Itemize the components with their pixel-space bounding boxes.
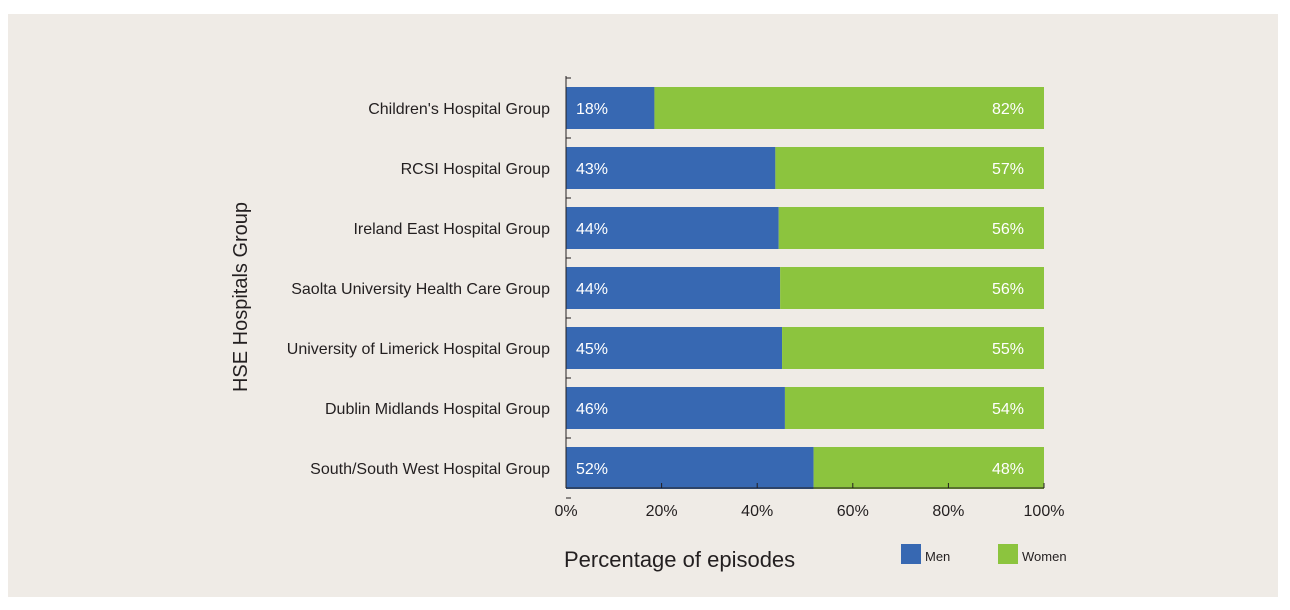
bar-value-label: 44%: [576, 221, 608, 238]
bar-value-label: 48%: [992, 461, 1024, 478]
axes: [565, 76, 1045, 499]
bar-value-label: 57%: [992, 161, 1024, 178]
category-label: Saolta University Health Care Group: [291, 281, 550, 298]
bar-women-segment: [778, 207, 1044, 249]
category-label: University of Limerick Hospital Group: [287, 341, 550, 358]
bar-men-segment: [566, 267, 781, 309]
bar-women-segment: [784, 387, 1044, 429]
bar-value-label: 44%: [576, 281, 608, 298]
category-labels: Children's Hospital Group RCSI Hospital G…: [287, 101, 550, 478]
bar-men-segment: [566, 87, 655, 129]
bar-value-label: 55%: [992, 341, 1024, 358]
legend: Men Women: [901, 544, 1067, 564]
bar-men-segment: [566, 387, 785, 429]
bar-value-label: 56%: [992, 221, 1024, 238]
x-tick-label: 60%: [837, 503, 869, 520]
category-label: Ireland East Hospital Group: [353, 221, 550, 238]
bar-value-label: 54%: [992, 401, 1024, 418]
legend-label-women: Women: [1022, 549, 1067, 564]
bar-women-segment: [782, 327, 1044, 369]
x-tick-label: 80%: [932, 503, 964, 520]
bar-women-segment: [813, 447, 1044, 489]
legend-swatch-women: [998, 544, 1018, 564]
bars: [566, 87, 1044, 489]
bar-women-segment: [654, 87, 1044, 129]
bar-men-segment: [566, 327, 783, 369]
category-label: RCSI Hospital Group: [401, 161, 550, 178]
category-label: Dublin Midlands Hospital Group: [325, 401, 550, 418]
bar-men-segment: [566, 207, 779, 249]
x-tick-label: 40%: [741, 503, 773, 520]
bar-men-segment: [566, 447, 814, 489]
y-axis-title-group: HSE Hospitals Group: [230, 202, 252, 392]
x-tick-label: 100%: [1024, 503, 1065, 520]
bar-value-label: 45%: [576, 341, 608, 358]
x-tick-labels: 0% 20% 40% 60% 80% 100%: [554, 503, 1064, 520]
bar-value-label: 56%: [992, 281, 1024, 298]
legend-label-men: Men: [925, 549, 950, 564]
bar-value-labels: 18% 82% 43% 57% 44% 56% 44% 56% 45% 55% 46% 54% 52% 4…: [576, 101, 1024, 478]
legend-swatch-men: [901, 544, 921, 564]
category-label: South/South West Hospital Group: [310, 461, 550, 478]
bar-value-label: 82%: [992, 101, 1024, 118]
bar-women-segment: [775, 147, 1044, 189]
bar-men-segment: [566, 147, 776, 189]
category-label: Children's Hospital Group: [368, 101, 550, 118]
bar-value-label: 18%: [576, 101, 608, 118]
chart: HSE Hospitals Group Children's Hospital …: [230, 76, 1067, 572]
y-axis-title: HSE Hospitals Group: [230, 202, 252, 392]
bar-value-label: 52%: [576, 461, 608, 478]
chart-panel: HSE Hospitals Group Children's Hospital …: [8, 14, 1278, 597]
bar-value-label: 46%: [576, 401, 608, 418]
x-tick-label: 20%: [646, 503, 678, 520]
bar-women-segment: [780, 267, 1044, 309]
x-tick-label: 0%: [554, 503, 577, 520]
bar-value-label: 43%: [576, 161, 608, 178]
x-axis-title: Percentage of episodes: [564, 547, 795, 572]
